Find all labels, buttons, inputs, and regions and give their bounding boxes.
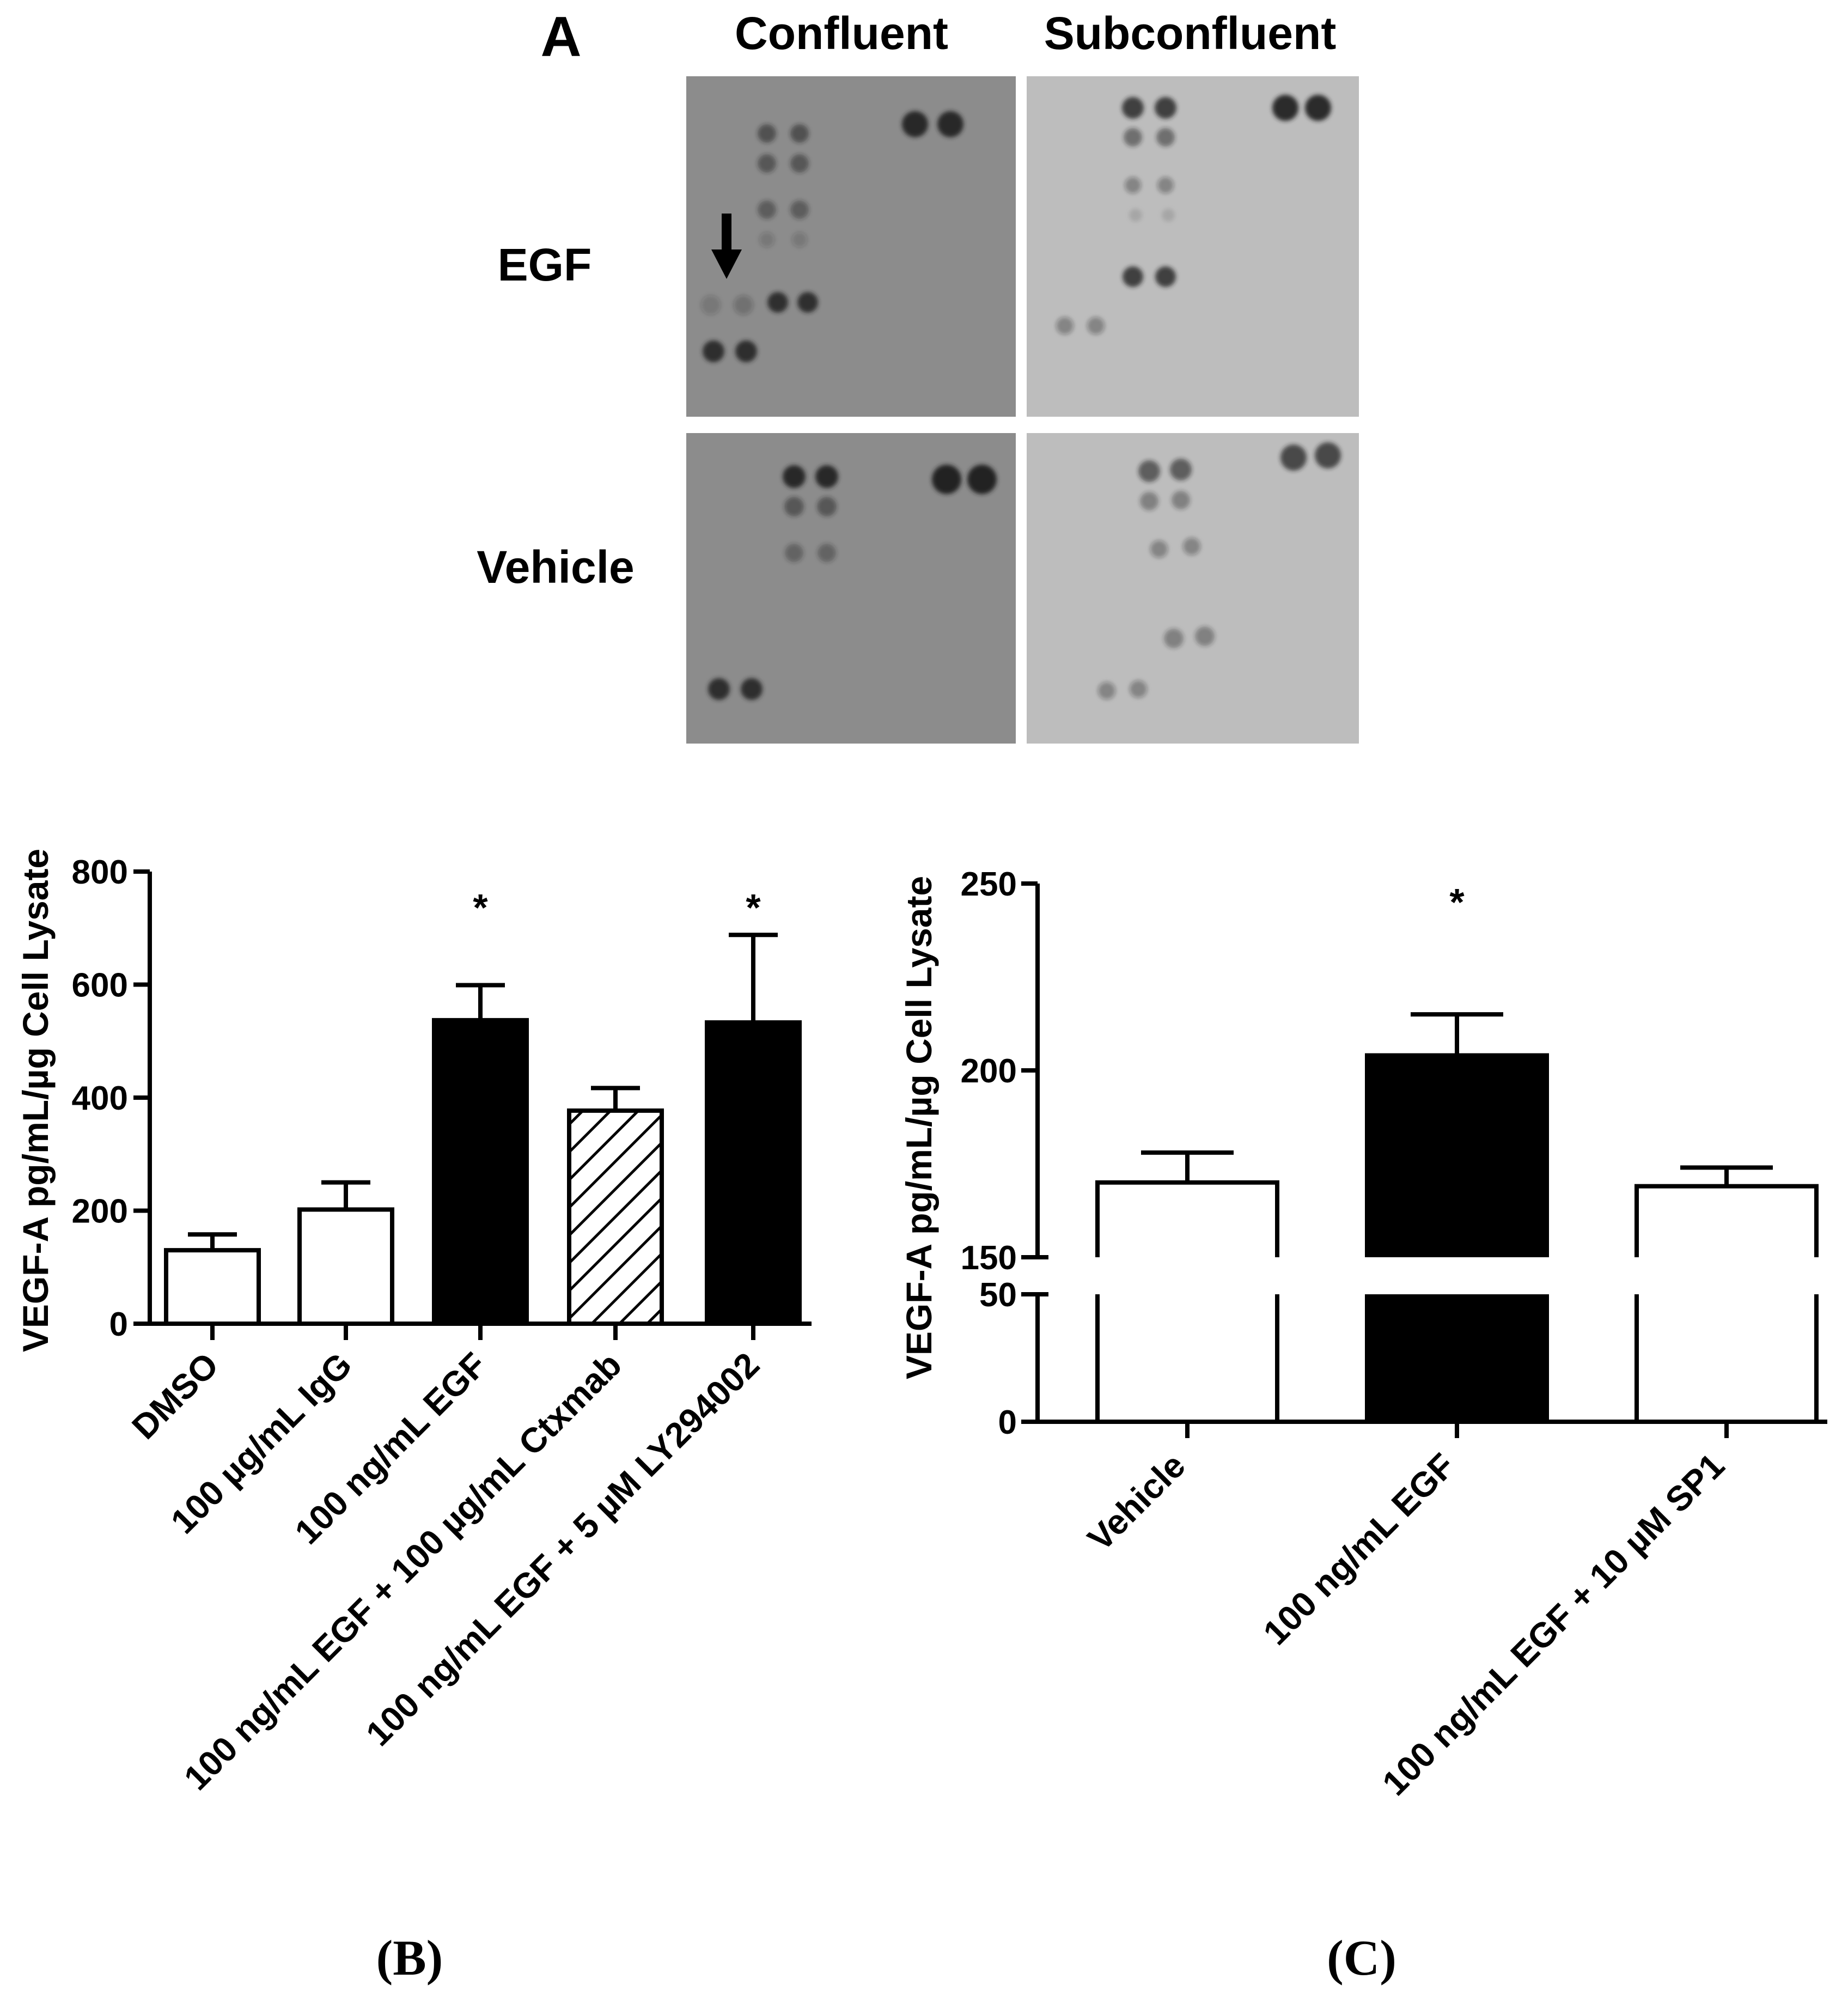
blot-spot [1315,442,1341,468]
blot-spot [1305,95,1331,121]
blot-spot [1129,209,1142,222]
row-label-egf: EGF [498,239,592,290]
panel-b-caption: (B) [376,1930,443,1986]
x-tick-label: DMSO [124,1345,226,1447]
blot-spot [734,295,753,315]
blot-spot [784,497,804,516]
blot-confluent-egf [686,76,1016,417]
blot-spot [1087,317,1105,334]
y-tick-label: 0 [998,1404,1017,1441]
row-label-vehicle: Vehicle [477,541,635,593]
y-tick-label: 800 [72,854,128,891]
blot-spot [790,124,809,143]
blot-spot [1098,682,1115,699]
y-tick-label: 600 [72,967,128,1004]
blot-spot [1162,209,1175,222]
blot-spot [937,111,963,137]
bar [567,1108,664,1326]
blot-spot [1138,460,1160,482]
blot-spot [792,232,807,247]
bar [1095,1180,1279,1257]
blot-spot [1125,177,1141,193]
bar [1365,1294,1549,1424]
blot-spot [1272,95,1298,121]
significance-star: * [473,886,488,929]
blot-spot [797,292,818,313]
blot-subconfluent-egf [1027,76,1359,417]
blot-spots [701,95,1341,700]
y-axis-label: VEGF-A pg/mL/µg Cell Lysate [899,876,939,1379]
y-axis-label: VEGF-A pg/mL/µg Cell Lysate [15,849,56,1352]
blot-spot [741,678,763,700]
blot-spot [701,295,721,315]
blot-spot [815,465,838,488]
bar [1634,1294,1819,1424]
y-tick-label: 150 [961,1239,1017,1277]
column-label-subconfluent: Subconfluent [1044,8,1337,59]
bar [1634,1184,1819,1257]
blot-spot [785,544,803,562]
blot-spot [1195,626,1215,646]
blot-spot [1140,492,1158,510]
bar [705,1020,802,1326]
blot-confluent-vehicle [686,433,1016,744]
blot-spot [735,340,757,362]
blot-spot [902,111,928,137]
blot-spot [1130,680,1147,698]
blot-spot [818,544,836,562]
blot-spot [967,465,997,494]
bar [1365,1053,1549,1257]
bar [432,1018,529,1326]
blot-spot [758,154,776,173]
blot-spot [758,124,776,143]
blot-spot [1157,177,1174,193]
blot-spot [790,200,809,219]
blot-spot [1156,128,1175,147]
blot-spot [1123,266,1143,287]
arrow-icon [711,214,742,279]
blot-spot [1155,97,1176,119]
significance-star: * [1449,881,1465,923]
blot-spot [1122,97,1144,119]
bar [164,1248,261,1326]
blot-spot [932,465,961,494]
blot-spot [1056,317,1074,334]
blot-spot [758,200,776,219]
blot-subconfluent-vehicle [1027,433,1359,744]
blot-spot [1170,459,1192,480]
blot-spot [1155,266,1176,287]
y-tick-label: 200 [961,1052,1017,1090]
blot-spot [1280,445,1307,471]
panel-a-dot-blot: A Confluent Subconfluent EGF Vehicle [477,5,1359,744]
column-label-confluent: Confluent [735,8,948,59]
blot-spot [783,465,806,488]
blot-spot [817,497,837,516]
panel-a-label: A [540,5,581,69]
blot-spot [759,232,774,247]
bar [1095,1294,1279,1424]
x-tick-label: Vehicle [1080,1446,1193,1558]
blot-spot [790,154,809,173]
blot-spot [1183,538,1200,555]
panel-c-caption: (C) [1327,1930,1396,1986]
y-tick-label: 0 [109,1306,128,1343]
y-tick-label: 400 [72,1080,128,1117]
x-tick-label: 100 ng/mL EGF [1255,1446,1462,1653]
y-tick-label: 200 [72,1193,128,1231]
blot-spot [767,292,788,313]
blot-spot [1150,540,1168,558]
blot-spot [1124,128,1142,147]
blot-spot [703,340,724,362]
bar [297,1207,394,1326]
y-tick-label: 250 [961,866,1017,903]
blot-spot [708,678,730,700]
blot-spot [1164,629,1184,648]
significance-star: * [746,886,761,929]
blot-spot [1172,491,1190,509]
y-tick-label: 50 [979,1276,1017,1314]
